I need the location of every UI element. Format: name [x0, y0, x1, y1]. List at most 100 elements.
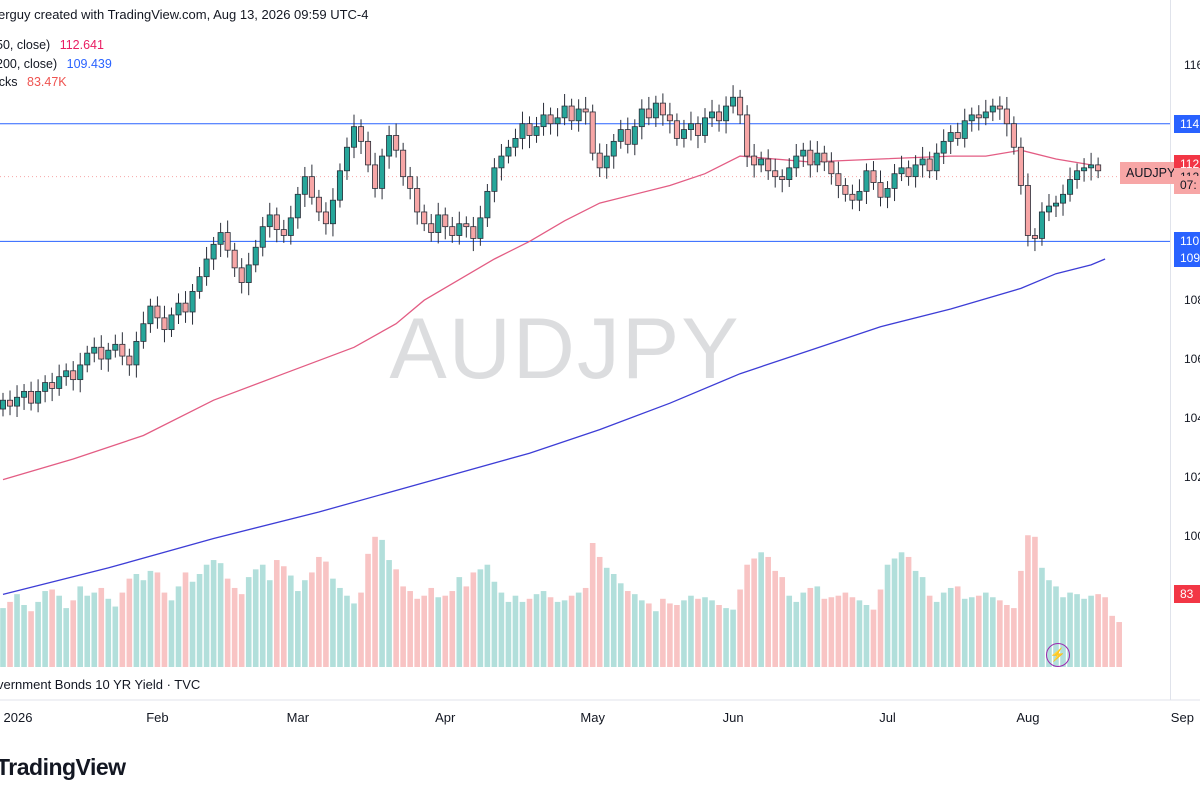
volume-bar: [14, 594, 20, 667]
candle-up: [56, 376, 63, 389]
candle-up: [540, 114, 547, 128]
candle-up: [245, 264, 252, 283]
candle-down: [807, 149, 814, 166]
candle-up: [168, 314, 175, 331]
volume-bar: [1067, 592, 1073, 667]
candle-up: [456, 223, 463, 236]
legend-ma200[interactable]: 200, close) 109.439: [0, 57, 112, 71]
volume-bar: [449, 591, 456, 667]
legend-ma200-value: 109.439: [66, 57, 112, 71]
price-axis-tag: 110: [1174, 232, 1200, 251]
candle-up: [940, 140, 947, 154]
volume-bar: [547, 597, 554, 667]
legend-volume[interactable]: icks 83.47K: [0, 75, 67, 89]
candle-up: [533, 126, 540, 136]
volume-bar: [1109, 615, 1115, 667]
candle-up: [723, 105, 730, 122]
time-axis-label: Jul: [879, 710, 896, 725]
candle-up: [512, 138, 519, 148]
volume-bar: [316, 556, 322, 667]
candle-up: [203, 258, 210, 278]
legend-ma200-label: 200, close): [0, 57, 58, 71]
price-axis-label: 104: [1184, 410, 1200, 425]
candle-up: [301, 176, 308, 195]
volume-bar: [828, 597, 835, 667]
candle-down: [596, 152, 603, 169]
volume-bar: [428, 587, 435, 667]
volume-bar: [463, 586, 470, 667]
candle-down: [666, 114, 673, 122]
volume-bar: [505, 601, 512, 667]
candle-up: [1067, 179, 1074, 195]
candle-up: [196, 276, 203, 292]
candle-down: [358, 126, 365, 142]
volume-bar: [217, 563, 224, 667]
comparison-symbol-label[interactable]: vernment Bonds 10 YR Yield · TVC: [0, 677, 201, 692]
candle-down: [365, 140, 372, 166]
candle-down: [231, 249, 238, 269]
candle-down: [182, 302, 189, 313]
volume-bar: [105, 598, 112, 667]
volume-bar: [863, 605, 870, 667]
volume-bar: [968, 597, 975, 667]
candle-down: [744, 114, 751, 157]
ma200-line: [2, 258, 1106, 596]
price-axis-tag: 114: [1174, 114, 1200, 133]
volume-bar: [182, 572, 189, 667]
volume-bar: [21, 605, 27, 667]
volume-bar: [168, 600, 175, 667]
volume-bar: [856, 600, 863, 667]
candle-down: [407, 176, 414, 189]
candle-down: [428, 223, 435, 233]
candle-up: [617, 129, 624, 142]
legend-ma50-value: 112.641: [59, 38, 104, 52]
volume-bar: [603, 567, 610, 667]
volume-bar: [1074, 594, 1080, 667]
candle-up: [84, 352, 91, 366]
volume-bar: [695, 598, 701, 667]
candle-up: [343, 146, 350, 172]
candle-down: [280, 229, 287, 236]
volume-bar: [653, 611, 659, 667]
candle-up: [793, 155, 800, 169]
volume-bar: [35, 601, 41, 667]
candle-up: [680, 129, 687, 139]
candle-up: [968, 114, 975, 122]
time-axis-label: Feb: [146, 710, 169, 725]
candle-up: [379, 155, 386, 189]
candle-down: [449, 226, 456, 236]
volume-bar: [926, 595, 933, 667]
candle-up: [863, 170, 870, 192]
candle-up: [989, 105, 996, 113]
header-title: erguy created with TradingView.com, Aug …: [0, 7, 369, 22]
candle-down: [905, 167, 912, 178]
symbol-price-tag: AUDJPY: [1120, 162, 1182, 184]
volume-bar: [1046, 580, 1052, 667]
volume-bar: [639, 600, 645, 667]
candle-down: [772, 170, 779, 178]
time-axis-label: Mar: [286, 710, 310, 725]
candle-down: [421, 211, 428, 225]
volume-bar: [624, 591, 631, 667]
candle-up: [42, 382, 49, 392]
candle-up: [252, 246, 259, 266]
candle-up: [1074, 170, 1081, 181]
candle-up: [919, 158, 926, 166]
candle-up: [21, 390, 28, 398]
candle-up: [147, 305, 154, 325]
candle-up: [709, 111, 716, 119]
volume-bar: [196, 574, 203, 667]
volume-bar: [997, 600, 1003, 667]
candle-up: [491, 167, 498, 192]
lightning-icon[interactable]: ⚡: [1046, 643, 1070, 667]
candle-down: [470, 226, 477, 239]
candle-down: [224, 232, 231, 251]
candle-down: [849, 193, 856, 201]
candle-up: [891, 173, 898, 189]
candle-up: [435, 214, 442, 233]
volume-bar: [414, 598, 420, 667]
volume-bar: [617, 583, 624, 667]
volume-bar: [295, 591, 301, 667]
legend-ma50[interactable]: 50, close) 112.641: [0, 38, 104, 52]
